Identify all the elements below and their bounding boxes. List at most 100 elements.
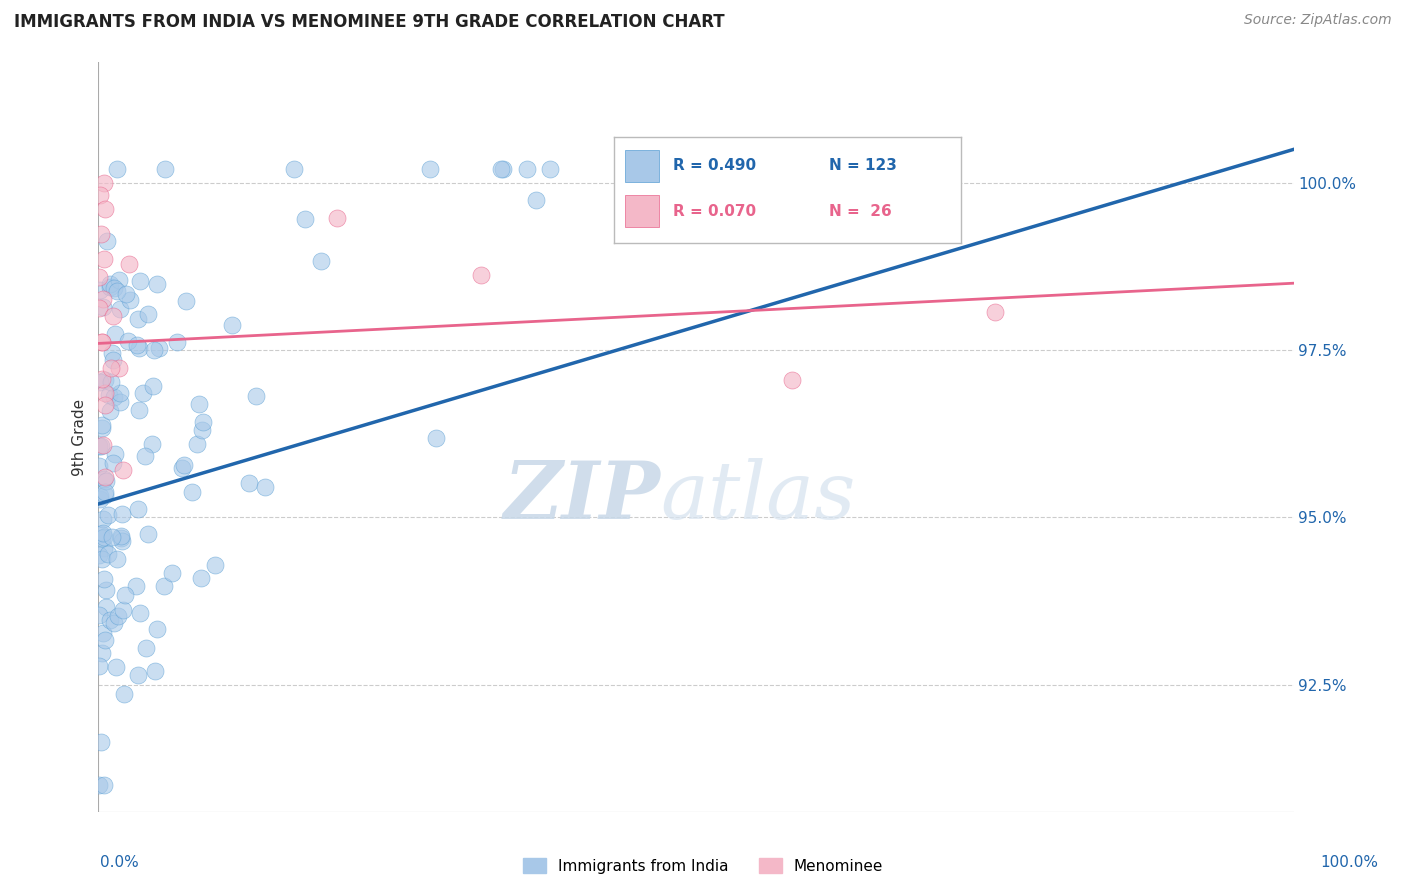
Point <box>98 277 121 291</box>
Point <box>111 533 134 548</box>
Point <box>94 475 117 489</box>
Point <box>105 552 128 566</box>
Point <box>491 162 513 177</box>
Point <box>170 461 193 475</box>
Point <box>693 162 716 177</box>
Point <box>93 176 115 190</box>
Text: N = 123: N = 123 <box>830 158 897 173</box>
Point <box>695 162 717 177</box>
Point <box>125 579 148 593</box>
Point <box>104 326 127 341</box>
Point <box>98 404 121 418</box>
Bar <box>624 195 659 227</box>
Point <box>91 646 114 660</box>
Y-axis label: 9th Grade: 9th Grade <box>72 399 87 475</box>
Point <box>90 526 112 541</box>
Point <box>103 615 125 630</box>
Point <box>132 386 155 401</box>
Point <box>112 603 135 617</box>
Point <box>91 300 114 314</box>
Text: Source: ZipAtlas.com: Source: ZipAtlas.com <box>1244 13 1392 28</box>
Point <box>91 512 114 526</box>
Point <box>91 292 114 306</box>
Point <box>142 379 165 393</box>
Point <box>89 188 111 202</box>
Point <box>118 293 141 307</box>
Point <box>89 376 111 390</box>
Point <box>98 280 121 294</box>
Point <box>111 463 134 477</box>
Point <box>87 659 110 673</box>
Point <box>93 632 115 647</box>
Point <box>110 529 132 543</box>
Point <box>93 472 115 486</box>
Point <box>148 341 170 355</box>
Point <box>637 176 659 190</box>
Point <box>984 305 1007 319</box>
Point <box>97 508 120 523</box>
Point <box>136 527 159 541</box>
Point <box>538 162 561 177</box>
Point <box>89 492 111 507</box>
Point <box>115 287 138 301</box>
Point <box>91 421 114 435</box>
Point <box>89 607 111 622</box>
Point <box>103 390 125 404</box>
Point <box>108 302 131 317</box>
Point <box>98 613 121 627</box>
Point <box>105 162 128 177</box>
Point <box>419 162 441 177</box>
Point <box>93 488 115 502</box>
Point <box>828 176 851 190</box>
Point <box>93 530 115 544</box>
Point <box>90 735 112 749</box>
Point <box>294 212 316 227</box>
Point <box>91 531 114 545</box>
Point <box>94 582 117 597</box>
Point <box>93 252 115 266</box>
Point <box>221 318 243 333</box>
Point <box>186 436 208 450</box>
Point <box>146 277 169 292</box>
Point <box>117 334 139 349</box>
Point <box>153 162 176 177</box>
Point <box>204 558 226 572</box>
Point <box>108 361 131 376</box>
Point <box>127 502 149 516</box>
Point <box>90 439 112 453</box>
Point <box>152 579 174 593</box>
Point <box>94 398 117 412</box>
Point <box>245 389 267 403</box>
Point <box>127 312 149 326</box>
Point <box>97 547 120 561</box>
Point <box>160 566 183 580</box>
Point <box>309 253 332 268</box>
Point <box>87 301 110 315</box>
Point <box>89 283 111 297</box>
Point <box>166 334 188 349</box>
Point <box>191 415 214 429</box>
Point <box>94 485 117 500</box>
Point <box>101 346 124 360</box>
Point <box>524 193 547 207</box>
Point <box>283 162 305 177</box>
Text: R = 0.070: R = 0.070 <box>673 203 756 219</box>
Point <box>89 778 111 792</box>
Point <box>94 373 117 387</box>
Point <box>127 338 149 352</box>
Point <box>652 162 675 177</box>
Point <box>94 386 117 401</box>
Text: R = 0.490: R = 0.490 <box>673 158 756 173</box>
Point <box>108 273 131 287</box>
Point <box>141 437 163 451</box>
Text: IMMIGRANTS FROM INDIA VS MENOMINEE 9TH GRADE CORRELATION CHART: IMMIGRANTS FROM INDIA VS MENOMINEE 9TH G… <box>14 13 724 31</box>
Point <box>101 530 124 544</box>
Point <box>93 541 115 555</box>
Point <box>105 659 128 673</box>
Point <box>110 531 132 545</box>
Point <box>128 342 150 356</box>
Point <box>103 352 125 367</box>
Point <box>254 480 277 494</box>
Point <box>326 211 349 225</box>
Point <box>98 388 121 402</box>
